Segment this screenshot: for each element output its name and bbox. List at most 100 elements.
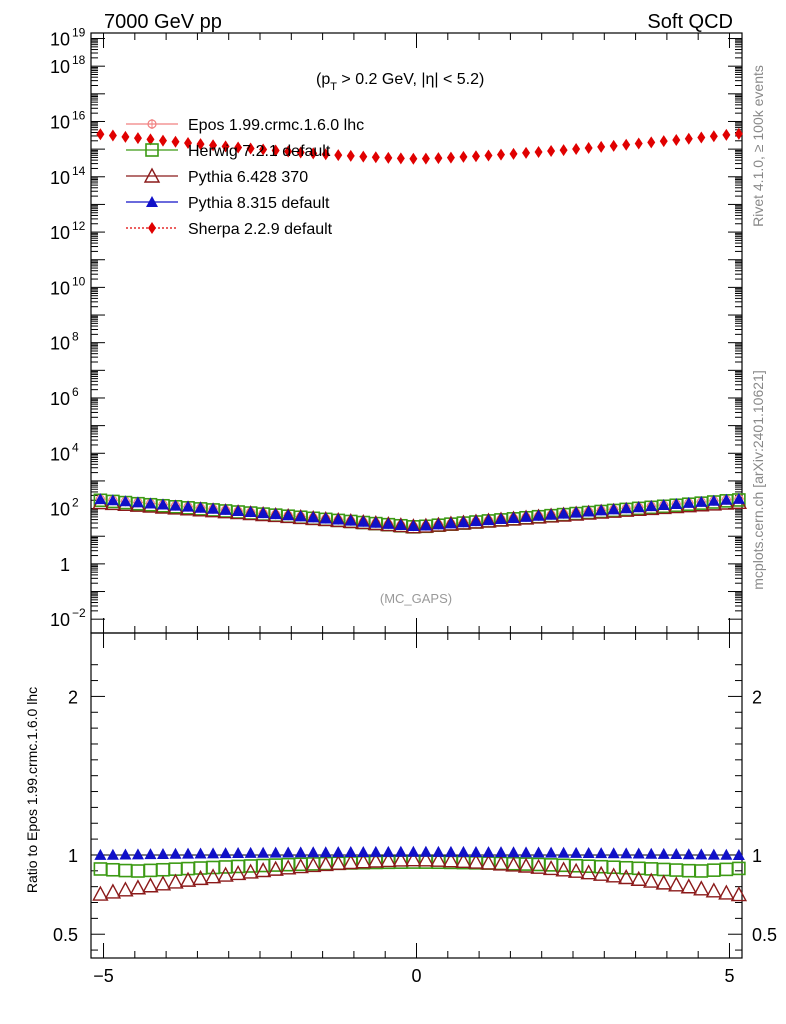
data-point xyxy=(419,519,432,531)
ratio-point xyxy=(618,869,635,885)
ratio-point xyxy=(592,865,610,881)
ratio-point xyxy=(92,885,109,901)
data-point xyxy=(682,496,695,508)
data-point xyxy=(534,146,543,159)
ratio-point xyxy=(732,848,745,860)
ratio-point xyxy=(330,854,347,871)
legend-label: Herwig 7.2.1 default xyxy=(188,143,331,160)
ratio-point xyxy=(480,854,497,870)
data-point xyxy=(557,507,570,519)
data-point xyxy=(357,515,370,527)
data-point xyxy=(133,132,142,145)
ratio-point xyxy=(606,860,621,875)
data-point xyxy=(369,516,382,528)
data-point xyxy=(672,133,681,146)
data-point xyxy=(144,497,157,509)
ratio-point xyxy=(707,863,721,877)
data-point xyxy=(169,499,182,511)
data-point xyxy=(106,494,119,506)
header-category: Soft QCD xyxy=(647,11,733,33)
ratio-point xyxy=(106,862,120,877)
data-point xyxy=(559,144,568,157)
ratio-point xyxy=(732,861,746,876)
ratio-point xyxy=(657,847,670,859)
data-point xyxy=(632,501,645,513)
data-point xyxy=(194,501,207,513)
ratio-point xyxy=(182,847,195,859)
series-3 xyxy=(94,492,745,532)
data-point xyxy=(722,128,731,141)
ratio-point xyxy=(119,848,132,860)
ratio-point xyxy=(131,848,144,860)
ratio-point xyxy=(168,862,183,876)
ratio-point xyxy=(106,848,119,860)
legend-label: Epos 1.99.crmc.1.6.0 lhc xyxy=(188,117,364,134)
ratio-point xyxy=(645,847,658,859)
data-point xyxy=(707,494,720,506)
ratio-point xyxy=(681,863,696,878)
data-point xyxy=(434,152,443,165)
data-point xyxy=(380,516,397,532)
main-y-tick-exponent: 12 xyxy=(72,219,86,233)
ratio-point xyxy=(117,881,134,897)
data-point xyxy=(709,130,718,143)
main-y-tick-label: 10 xyxy=(50,223,70,243)
cut-open: (p xyxy=(316,71,330,88)
main-series-group xyxy=(92,127,748,534)
legend-item: Pythia 8.315 default xyxy=(126,195,330,212)
ratio-y-tick-label-right: 0.5 xyxy=(752,925,777,945)
data-point xyxy=(182,500,195,512)
main-y-tick-label: 10 xyxy=(50,610,70,630)
data-point xyxy=(417,517,435,533)
data-point xyxy=(507,511,520,523)
data-point xyxy=(271,144,280,157)
data-point xyxy=(346,149,355,162)
cut-sub: T xyxy=(330,81,337,93)
data-point xyxy=(442,515,460,531)
data-point xyxy=(695,495,708,507)
ratio-point xyxy=(269,846,282,858)
ratio-point xyxy=(206,860,220,875)
ratio-point xyxy=(292,858,309,874)
ratio-point xyxy=(580,864,597,880)
main-y-tick-exponent: 2 xyxy=(72,496,79,510)
ratio-point xyxy=(430,851,447,867)
ratio-point xyxy=(144,848,157,860)
main-y-tick-exponent: 8 xyxy=(72,330,79,344)
legend-marker xyxy=(143,167,161,183)
series-1 xyxy=(93,493,746,534)
main-y-tick-label: 10 xyxy=(50,278,70,298)
data-point xyxy=(382,517,395,529)
ratio-point xyxy=(432,845,445,857)
ratio-point xyxy=(382,845,395,857)
ratio-point xyxy=(507,846,520,858)
ratio-point xyxy=(280,859,297,875)
ratio-point xyxy=(129,879,147,895)
ratio-point xyxy=(719,862,734,877)
data-point xyxy=(207,502,220,514)
ratio-point xyxy=(520,846,533,858)
data-point xyxy=(307,511,320,523)
data-point xyxy=(469,515,482,527)
ratio-point xyxy=(517,857,535,873)
data-point xyxy=(432,518,445,530)
ratio-point xyxy=(680,878,697,894)
ratio-point xyxy=(194,847,207,859)
data-point xyxy=(394,518,407,530)
ratio-point xyxy=(695,848,708,860)
data-point xyxy=(421,152,430,165)
data-point xyxy=(257,507,270,519)
ratio-series-2 xyxy=(92,851,748,902)
ratio-point xyxy=(342,854,359,870)
ratio-point xyxy=(332,846,345,858)
data-point xyxy=(582,505,595,517)
ratio-point xyxy=(620,847,633,859)
data-point xyxy=(595,504,608,516)
data-point xyxy=(659,135,668,148)
data-point xyxy=(670,497,683,509)
ratio-point xyxy=(630,870,647,886)
data-point xyxy=(344,514,357,526)
legend-item: Herwig 7.2.1 default xyxy=(126,143,331,160)
data-point xyxy=(294,510,307,522)
data-point xyxy=(196,138,205,151)
